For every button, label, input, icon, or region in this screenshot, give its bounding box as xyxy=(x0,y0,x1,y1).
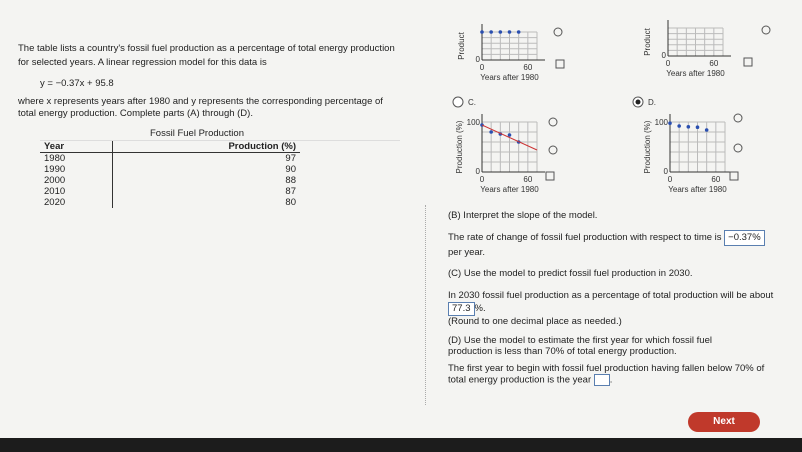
part-d-answer: The first year to begin with fossil fuel… xyxy=(448,363,778,386)
dot xyxy=(480,30,484,34)
tick-label: 0 xyxy=(480,175,485,184)
header: Year xyxy=(40,141,114,153)
y-label: Product xyxy=(457,31,466,59)
next-button[interactable]: Next xyxy=(688,412,760,432)
y-label: Product xyxy=(643,27,652,55)
part-b-prompt: (B) Interpret the slope of the model. xyxy=(448,210,598,221)
explanation: where x represents years after 1980 and … xyxy=(18,96,383,119)
part-c-answer: In 2030 fossil fuel production as a perc… xyxy=(448,290,778,316)
model: y = −0.37x + 95.8 xyxy=(40,78,114,89)
tick-label: 0 xyxy=(668,175,673,184)
y-label: Production (%) xyxy=(455,120,464,173)
cell: 1990 xyxy=(40,164,114,175)
note: (Round to one decimal place as needed.) xyxy=(448,316,622,327)
cell: 2010 xyxy=(40,186,114,197)
x-label: Years after 1980 xyxy=(480,185,539,194)
radio[interactable] xyxy=(452,96,464,108)
x-label: Years after 1980 xyxy=(666,69,725,78)
dot xyxy=(507,133,512,137)
tick-label: 0 xyxy=(664,167,669,176)
text: The rate of change of fossil fuel produc… xyxy=(448,232,722,243)
cell: 1980 xyxy=(40,152,114,164)
data-table: Year Production (%) 1980 97 1990 90 2000 88 201… xyxy=(40,141,300,208)
tick-label: 0 xyxy=(666,59,671,68)
part-d-prompt: (D) Use the model to estimate the first … xyxy=(448,335,712,357)
tick-label: 0 xyxy=(476,55,481,64)
tick-label: 100 xyxy=(467,118,481,127)
tick-label: 0 xyxy=(476,167,481,176)
radio-dot[interactable] xyxy=(635,99,641,105)
export-icon[interactable] xyxy=(729,171,739,181)
zoom-icon[interactable] xyxy=(733,143,743,153)
table: Year Production (%) 1980 97 1990 90 2000 88 201… xyxy=(40,140,400,208)
tick-label: 0 xyxy=(480,63,485,72)
export-icon[interactable] xyxy=(545,171,555,181)
y-label: Production (%) xyxy=(643,120,652,173)
zoom-icon[interactable] xyxy=(733,113,743,123)
tick-label: 60 xyxy=(523,175,532,184)
tick-label: 60 xyxy=(523,63,532,72)
dot xyxy=(489,30,493,34)
x-label: Years after 1980 xyxy=(668,185,727,194)
trend xyxy=(481,124,538,151)
zoom-icon[interactable] xyxy=(761,25,771,35)
text: %. xyxy=(474,303,486,314)
tick-label: 60 xyxy=(711,175,720,184)
cell: 88 xyxy=(285,175,296,186)
cell: 87 xyxy=(285,186,296,197)
text: . xyxy=(609,374,613,386)
part-b-answer: The rate of change of fossil fuel produc… xyxy=(448,230,778,260)
answer-box: −0.37% xyxy=(724,230,765,246)
zoom-icon[interactable] xyxy=(548,117,558,127)
text: per year. xyxy=(448,247,485,258)
zoom-icon[interactable] xyxy=(553,27,563,37)
cell: 2000 xyxy=(40,175,114,186)
tick-label: 100 xyxy=(655,118,669,127)
answer-box: 77.3 xyxy=(448,302,475,316)
divider xyxy=(425,205,426,405)
dot xyxy=(507,30,512,34)
tick-label: 0 xyxy=(662,51,667,60)
zoom-icon[interactable] xyxy=(548,145,558,155)
intro: The table lists a country's fossil fuel … xyxy=(18,43,395,68)
text: In 2030 fossil fuel production as a perc… xyxy=(448,290,774,301)
text: The first year to begin with fossil fuel… xyxy=(448,363,765,386)
table-title: Fossil Fuel Production xyxy=(150,128,244,139)
export-icon[interactable] xyxy=(743,57,753,67)
dot xyxy=(695,125,700,129)
export-icon[interactable] xyxy=(555,59,565,69)
dot xyxy=(489,130,493,134)
cell: 97 xyxy=(285,153,296,164)
option-label: C. xyxy=(468,98,476,107)
header: Production (%) xyxy=(112,141,300,153)
option-label: D. xyxy=(648,98,656,107)
tick-label: 60 xyxy=(709,59,718,68)
cell: 90 xyxy=(285,164,296,175)
cell: 2020 xyxy=(40,197,114,208)
cell: 80 xyxy=(285,197,296,208)
dot xyxy=(704,128,709,132)
dot xyxy=(668,121,672,125)
dot xyxy=(677,124,681,128)
dot xyxy=(498,30,503,34)
bottom-bar xyxy=(0,438,802,452)
dot xyxy=(686,125,691,129)
x-label: Years after 1980 xyxy=(480,73,539,82)
part-c-prompt: (C) Use the model to predict fossil fuel… xyxy=(448,268,693,279)
answer-box[interactable] xyxy=(593,374,610,386)
dot xyxy=(516,30,521,34)
